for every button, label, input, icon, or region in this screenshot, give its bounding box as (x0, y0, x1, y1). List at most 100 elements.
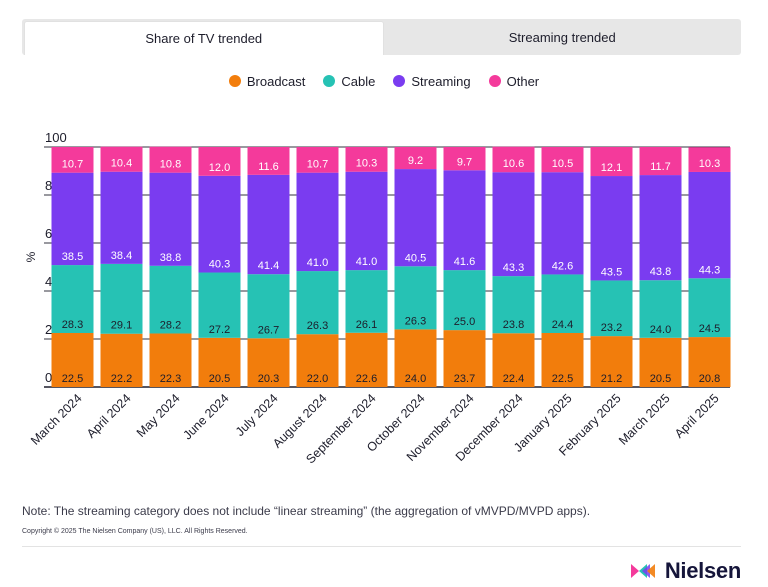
data-label-streaming: 43.5 (601, 266, 622, 278)
bar-segment-streaming[interactable] (198, 175, 241, 273)
data-label-cable: 28.2 (160, 319, 181, 331)
data-label-cable: 25.0 (454, 316, 475, 328)
bar-segment-broadcast[interactable] (590, 336, 633, 387)
bar-segment-other[interactable] (100, 146, 143, 172)
bar-segment-streaming[interactable] (51, 172, 94, 266)
bar-segment-streaming[interactable] (443, 170, 486, 271)
legend-item-cable[interactable]: Cable (323, 72, 375, 90)
bar-segment-cable[interactable] (296, 271, 339, 335)
bar-segment-other[interactable] (345, 147, 388, 172)
bar-segment-broadcast[interactable] (100, 333, 143, 387)
bar-segment-broadcast[interactable] (492, 333, 535, 387)
data-label-other: 9.2 (408, 155, 423, 167)
bar-segment-cable[interactable] (639, 280, 682, 338)
bar-segment-cable[interactable] (492, 276, 535, 334)
data-label-streaming: 38.8 (160, 252, 181, 264)
data-label-broadcast: 24.0 (405, 373, 426, 385)
data-label-other: 10.8 (160, 159, 181, 171)
bar-segment-other[interactable] (590, 147, 633, 177)
bar-segment-cable[interactable] (541, 274, 584, 333)
bar-segment-streaming[interactable] (639, 175, 682, 281)
data-label-cable: 28.3 (62, 319, 83, 331)
footer-divider (22, 546, 741, 547)
x-tick-label: April 2024 (84, 391, 134, 441)
tab-share-of-tv-trended[interactable]: Share of TV trended (24, 21, 384, 55)
y-tick-label: 100 (45, 130, 67, 145)
data-label-other: 12.0 (209, 162, 230, 174)
bar-segment-broadcast[interactable] (198, 337, 241, 387)
bar-segment-streaming[interactable] (100, 171, 143, 264)
data-label-streaming: 42.6 (552, 260, 573, 272)
data-label-streaming: 38.5 (62, 251, 83, 263)
bar-segment-broadcast[interactable] (345, 332, 388, 387)
bar-segment-broadcast[interactable] (51, 333, 94, 387)
data-label-broadcast: 22.6 (356, 373, 377, 385)
bar-segment-streaming[interactable] (296, 172, 339, 272)
tab-streaming-trended[interactable]: Streaming trended (508, 29, 616, 45)
x-tick-label: May 2024 (134, 391, 183, 440)
data-label-streaming: 41.4 (258, 260, 279, 272)
data-label-other: 10.5 (552, 158, 573, 170)
data-label-cable: 24.0 (650, 324, 671, 336)
bar-segment-other[interactable] (149, 146, 192, 173)
data-label-streaming: 38.4 (111, 250, 132, 262)
bar-segment-streaming[interactable] (688, 171, 731, 279)
bar-segment-other[interactable] (296, 147, 339, 173)
bar-segment-streaming[interactable] (247, 174, 290, 275)
data-label-broadcast: 23.7 (454, 373, 475, 385)
bar-segment-other[interactable] (639, 147, 682, 176)
bar-segment-streaming[interactable] (394, 169, 437, 267)
bar-segment-other[interactable] (443, 147, 486, 171)
bar-segment-cable[interactable] (394, 266, 437, 330)
data-label-streaming: 43.8 (650, 266, 671, 278)
bar-segment-broadcast[interactable] (541, 333, 584, 387)
legend: Broadcast Cable Streaming Other (0, 72, 768, 90)
bar-segment-broadcast[interactable] (688, 337, 731, 387)
bar-segment-broadcast[interactable] (394, 329, 437, 387)
bar-segment-cable[interactable] (149, 265, 192, 334)
bar-segment-cable[interactable] (100, 263, 143, 334)
bar-segment-cable[interactable] (198, 272, 241, 338)
legend-label-other: Other (506, 73, 540, 89)
bar-segment-cable[interactable] (443, 270, 486, 331)
data-label-cable: 27.2 (209, 324, 230, 336)
bar-segment-streaming[interactable] (149, 172, 192, 266)
bar-segment-other[interactable] (492, 146, 535, 173)
data-label-other: 12.1 (601, 162, 622, 174)
bar-segment-other[interactable] (247, 147, 290, 175)
brand-name: Nielsen (664, 558, 741, 583)
data-label-streaming: 40.3 (209, 259, 230, 271)
bar-segment-other[interactable] (394, 147, 437, 170)
bar-segment-other[interactable] (198, 147, 241, 176)
bar-segment-cable[interactable] (51, 265, 94, 333)
bar-segment-streaming[interactable] (541, 172, 584, 275)
legend-item-streaming[interactable]: Streaming (393, 72, 471, 90)
bar-segment-cable[interactable] (688, 278, 731, 338)
data-label-streaming: 44.3 (699, 264, 720, 276)
bar-segment-cable[interactable] (590, 280, 633, 337)
bar-segment-cable[interactable] (345, 270, 388, 333)
bar-segment-streaming[interactable] (492, 172, 535, 277)
data-label-other: 10.6 (503, 158, 524, 170)
bar-segment-other[interactable] (51, 147, 94, 173)
other-swatch-icon (488, 75, 501, 87)
bar-segment-broadcast[interactable] (443, 330, 486, 387)
data-label-cable: 23.2 (601, 322, 622, 334)
bar-segment-broadcast[interactable] (296, 334, 339, 387)
bar-segment-other[interactable] (541, 147, 584, 173)
data-label-cable: 26.1 (356, 319, 377, 331)
bar-segment-streaming[interactable] (590, 176, 633, 281)
bar-segment-broadcast[interactable] (247, 338, 290, 387)
bar-segment-streaming[interactable] (345, 171, 388, 271)
bar-segment-broadcast[interactable] (149, 333, 192, 387)
legend-item-broadcast[interactable]: Broadcast (228, 72, 305, 90)
data-label-broadcast: 20.8 (699, 373, 720, 385)
y-axis-label: % (24, 251, 38, 262)
bar-segment-cable[interactable] (247, 274, 290, 339)
legend-item-other[interactable]: Other (488, 72, 540, 90)
data-label-broadcast: 20.5 (209, 373, 230, 385)
bar-segment-other[interactable] (688, 147, 731, 172)
bar-segment-broadcast[interactable] (639, 337, 682, 387)
data-label-broadcast: 22.5 (552, 373, 573, 385)
